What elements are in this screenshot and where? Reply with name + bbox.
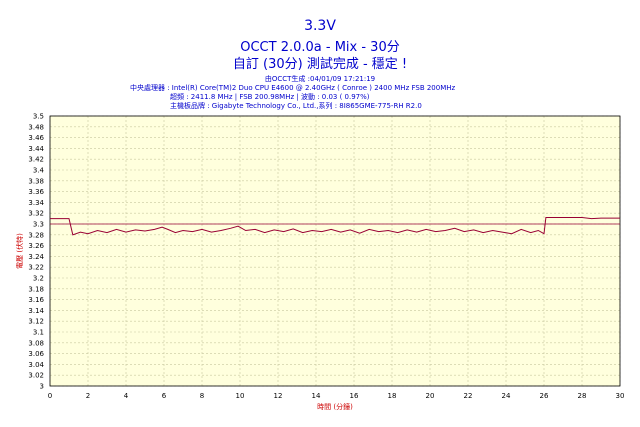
- x-tick-label: 10: [236, 392, 245, 400]
- x-tick-label: 2: [86, 392, 90, 400]
- y-tick-label: 3.16: [28, 296, 44, 304]
- x-tick-label: 6: [162, 392, 167, 400]
- y-tick-label: 3.06: [28, 350, 44, 358]
- y-tick-label: 3.48: [28, 123, 44, 131]
- x-tick-label: 0: [48, 392, 52, 400]
- plot-background: [50, 116, 620, 386]
- y-tick-label: 3.24: [28, 253, 44, 261]
- x-tick-label: 22: [464, 392, 473, 400]
- y-tick-label: 3.12: [28, 318, 44, 326]
- y-tick-label: 3: [40, 383, 44, 391]
- y-tick-label: 3.02: [28, 372, 44, 380]
- y-tick-label: 3.44: [28, 145, 44, 153]
- x-tick-label: 28: [578, 392, 587, 400]
- series-line: [50, 217, 620, 236]
- y-tick-label: 3.4: [33, 167, 45, 175]
- y-tick-label: 3.36: [28, 188, 44, 196]
- x-tick-label: 8: [200, 392, 204, 400]
- y-tick-label: 3.2: [33, 275, 44, 283]
- y-tick-label: 3.14: [28, 307, 44, 315]
- frequency-info: 超頻 : 2411.8 MHz | FSB 200.98MHz | 波動 : 0…: [170, 93, 370, 101]
- x-tick-label: 20: [426, 392, 435, 400]
- y-tick-label: 3.04: [28, 361, 44, 369]
- axis-ticks: 3 3.02 3.04 3.06 3.08 3.1 3.12 3.14 3.16 3.18 3.2 3…: [28, 113, 624, 401]
- y-tick-label: 3.18: [28, 285, 44, 293]
- plot-border: [49, 115, 621, 387]
- y-tick-label: 3.3: [33, 221, 44, 229]
- x-tick-label: 24: [502, 392, 511, 400]
- y-tick-label: 3.22: [28, 264, 44, 272]
- motherboard-info: 主機板品牌 : Gigabyte Technology Co., Ltd.,系列…: [170, 102, 422, 110]
- generated-timestamp: 由OCCT生成 :04/01/09 17:21:19: [264, 75, 376, 83]
- x-tick-label: 4: [124, 392, 129, 400]
- x-axis-label: 時間 (分鐘): [317, 402, 353, 411]
- y-tick-label: 3.38: [28, 177, 44, 185]
- test-status: 自訂 (30分) 測試完成 - 穩定 !: [232, 57, 408, 72]
- chart-title: 3.3V: [304, 18, 336, 34]
- plot-area: [50, 217, 620, 236]
- y-tick-label: 3.28: [28, 231, 44, 239]
- cpu-info: 中央處理器 : Intel(R) Core(TM)2 Duo CPU E4600…: [130, 84, 456, 92]
- x-tick-label: 18: [388, 392, 397, 400]
- y-tick-label: 3.08: [28, 339, 44, 347]
- y-tick-label: 3.42: [28, 156, 44, 164]
- x-tick-label: 26: [540, 392, 549, 400]
- chart-subtitle: OCCT 2.0.0a - Mix - 30分: [240, 40, 400, 55]
- x-tick-label: 30: [616, 392, 625, 400]
- y-axis-label: 電壓 (伏特): [15, 233, 24, 269]
- y-tick-label: 3.5: [33, 113, 44, 121]
- y-tick-label: 3.32: [28, 210, 44, 218]
- x-tick-label: 16: [350, 392, 359, 400]
- y-tick-label: 3.1: [33, 329, 44, 337]
- x-tick-label: 14: [312, 392, 321, 400]
- x-tick-label: 12: [274, 392, 283, 400]
- y-tick-label: 3.46: [28, 134, 44, 142]
- y-tick-label: 3.34: [28, 199, 44, 207]
- y-tick-label: 3.26: [28, 242, 44, 250]
- grid: [49, 115, 621, 387]
